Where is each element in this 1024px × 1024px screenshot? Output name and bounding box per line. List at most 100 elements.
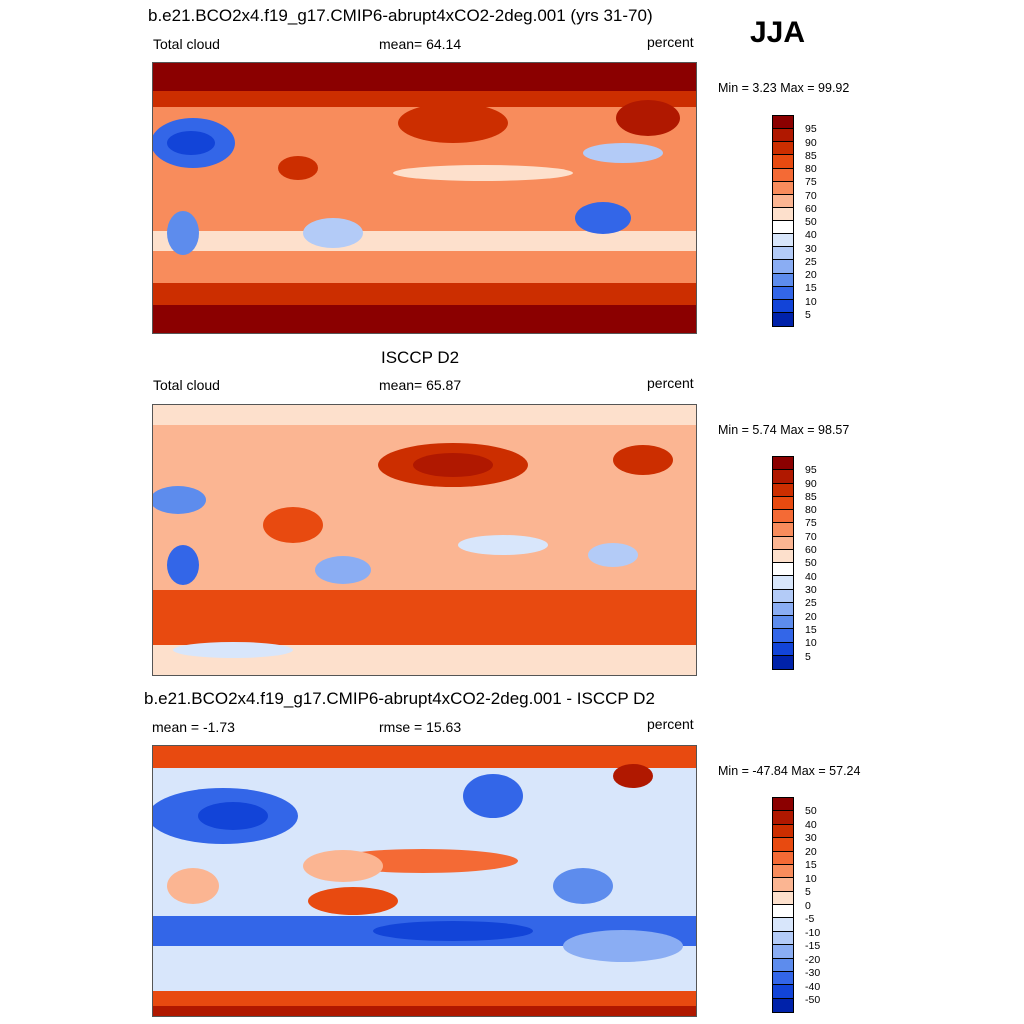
colorbar-tick: -5	[805, 913, 815, 925]
colorbar-swatch	[773, 221, 793, 235]
colorbar-swatch	[773, 194, 793, 208]
colorbar-tick: 75	[805, 176, 817, 188]
colorbar-swatch	[773, 851, 793, 865]
colorbar-swatch	[773, 798, 793, 812]
colorbar-tick: 75	[805, 517, 817, 529]
colorbar-swatch	[773, 824, 793, 839]
colorbar-tick: 50	[805, 216, 817, 228]
colorbar-swatch	[773, 312, 793, 326]
colorbar-tick: -20	[805, 954, 821, 966]
colorbar-tick: 15	[805, 859, 817, 871]
colorbar-tick: 90	[805, 478, 817, 490]
colorbar-swatch	[773, 945, 793, 959]
colorbar-swatch	[773, 918, 793, 932]
colorbar-tick: 5	[805, 309, 811, 321]
colorbar-swatch	[773, 116, 793, 130]
panel3-units-label: percent	[647, 716, 694, 732]
colorbar-tick: -10	[805, 927, 821, 939]
colorbar-swatch	[773, 168, 793, 182]
colorbar-swatch	[773, 891, 793, 905]
panel2-title: ISCCP D2	[381, 348, 460, 367]
panel2-map	[152, 404, 697, 676]
colorbar-tick: 10	[805, 637, 817, 649]
panel1-mean-label: mean= 64.14	[379, 36, 462, 52]
colorbar-swatch	[773, 655, 793, 669]
colorbar-tick: 85	[805, 150, 817, 162]
colorbar-tick: 0	[805, 900, 811, 912]
colorbar-tick: 80	[805, 163, 817, 175]
colorbar-swatch	[773, 971, 793, 986]
panel3-colorbar	[772, 797, 794, 1013]
colorbar-swatch	[773, 273, 793, 287]
colorbar-swatch	[773, 811, 793, 825]
colorbar-tick: 85	[805, 491, 817, 503]
colorbar-tick: 15	[805, 624, 817, 636]
colorbar-swatch	[773, 958, 793, 972]
colorbar-swatch	[773, 470, 793, 484]
colorbar-tick: 10	[805, 873, 817, 885]
panel1-variable-label: Total cloud	[153, 36, 220, 52]
colorbar-swatch	[773, 483, 793, 497]
panel3-minmax-label: Min = -47.84 Max = 57.24	[718, 764, 861, 778]
colorbar-swatch	[773, 563, 793, 577]
colorbar-swatch	[773, 457, 793, 471]
colorbar-swatch	[773, 155, 793, 169]
panel1-map	[152, 62, 697, 334]
panel2-colorbar	[772, 456, 794, 670]
colorbar-swatch	[773, 985, 793, 999]
colorbar-swatch	[773, 181, 793, 195]
colorbar-tick: 95	[805, 123, 817, 135]
panel2-minmax-label: Min = 5.74 Max = 98.57	[718, 423, 850, 437]
colorbar-tick: 15	[805, 282, 817, 294]
colorbar-tick: 80	[805, 504, 817, 516]
colorbar-swatch	[773, 247, 793, 261]
colorbar-tick: -15	[805, 940, 821, 952]
colorbar-tick: -30	[805, 967, 821, 979]
panel1-colorbar	[772, 115, 794, 327]
season-label: JJA	[750, 16, 806, 49]
colorbar-swatch	[773, 642, 793, 656]
colorbar-tick: 5	[805, 886, 811, 898]
colorbar-swatch	[773, 234, 793, 248]
colorbar-swatch	[773, 616, 793, 630]
colorbar-swatch	[773, 523, 793, 537]
colorbar-swatch	[773, 998, 793, 1012]
colorbar-tick: -50	[805, 994, 821, 1006]
colorbar-swatch	[773, 129, 793, 143]
colorbar-tick: 30	[805, 584, 817, 596]
panel2-mean-label: mean= 65.87	[379, 377, 462, 393]
colorbar-swatch	[773, 510, 793, 524]
panel2-units-label: percent	[647, 375, 694, 391]
colorbar-swatch	[773, 905, 793, 919]
colorbar-tick: 60	[805, 203, 817, 215]
colorbar-tick: 30	[805, 832, 817, 844]
colorbar-swatch	[773, 299, 793, 313]
colorbar-tick: 30	[805, 243, 817, 255]
colorbar-swatch	[773, 602, 793, 616]
panel3-title: b.e21.BCO2x4.f19_g17.CMIP6-abrupt4xCO2-2…	[144, 689, 655, 708]
colorbar-swatch	[773, 549, 793, 563]
colorbar-tick: 25	[805, 597, 817, 609]
colorbar-tick: 60	[805, 544, 817, 556]
panel3-map	[152, 745, 697, 1017]
panel2-variable-label: Total cloud	[153, 377, 220, 393]
colorbar-tick: 40	[805, 819, 817, 831]
panel3-rmse-label: rmse = 15.63	[379, 719, 462, 735]
panel1-minmax-label: Min = 3.23 Max = 99.92	[718, 81, 850, 95]
colorbar-tick: 40	[805, 229, 817, 241]
colorbar-swatch	[773, 931, 793, 946]
panel1-units-label: percent	[647, 34, 694, 50]
colorbar-tick: 50	[805, 805, 817, 817]
colorbar-tick: 95	[805, 464, 817, 476]
colorbar-swatch	[773, 589, 793, 603]
colorbar-swatch	[773, 536, 793, 550]
colorbar-tick: 20	[805, 269, 817, 281]
colorbar-swatch	[773, 260, 793, 274]
colorbar-swatch	[773, 142, 793, 156]
colorbar-tick: 10	[805, 296, 817, 308]
colorbar-tick: 5	[805, 651, 811, 663]
colorbar-swatch	[773, 576, 793, 590]
colorbar-swatch	[773, 629, 793, 643]
colorbar-tick: 25	[805, 256, 817, 268]
colorbar-tick: 50	[805, 557, 817, 569]
